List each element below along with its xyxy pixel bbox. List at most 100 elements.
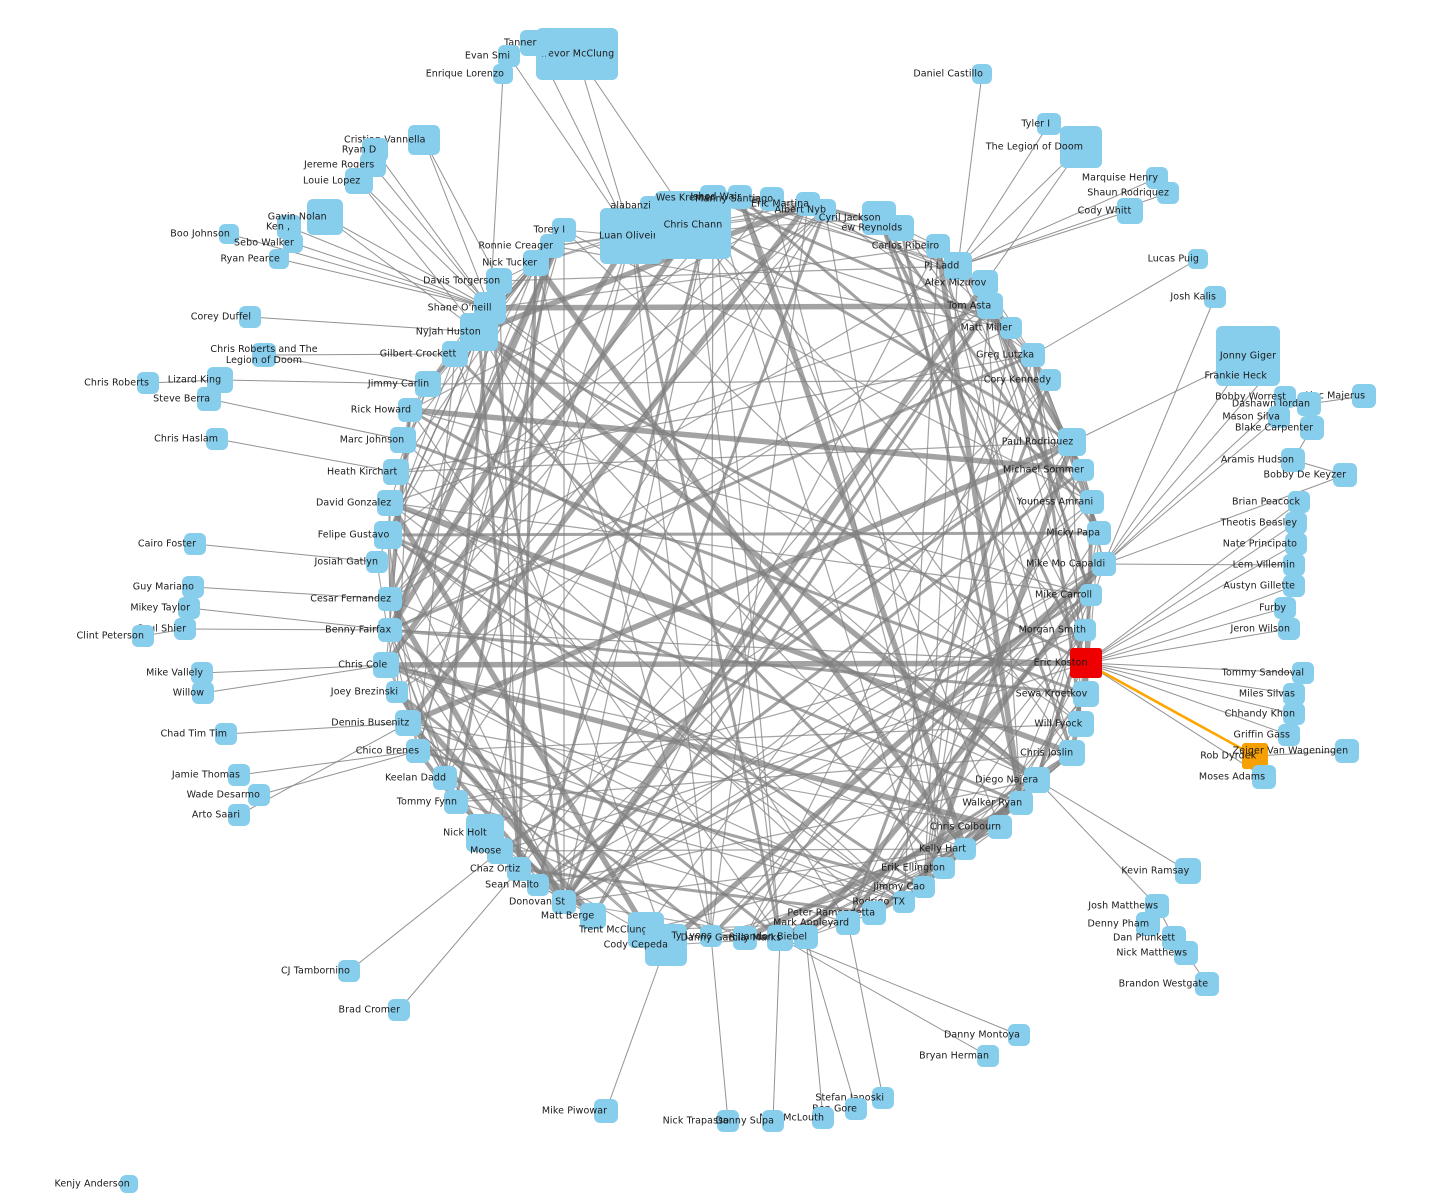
graph-node-keelan-dadd[interactable] bbox=[433, 766, 457, 790]
graph-node-cory-kennedy[interactable] bbox=[1039, 369, 1061, 391]
graph-node-bryan-herman[interactable] bbox=[977, 1045, 999, 1067]
graph-node-david-gonzalez[interactable] bbox=[377, 490, 403, 516]
graph-node-nate-principato[interactable] bbox=[1285, 533, 1307, 555]
graph-node-guy-mariano[interactable] bbox=[182, 576, 204, 598]
graph-node-benny-fairfax[interactable] bbox=[378, 618, 402, 642]
graph-node-gavin-nolan[interactable] bbox=[307, 199, 343, 235]
graph-node-lem-villemin[interactable] bbox=[1283, 554, 1305, 576]
graph-node-nick-matthews[interactable] bbox=[1174, 941, 1198, 965]
graph-node-steve-berra[interactable] bbox=[197, 387, 221, 411]
graph-node-jamie-thomas[interactable] bbox=[228, 764, 250, 786]
graph-node-sewa-kroetkov[interactable] bbox=[1073, 681, 1099, 707]
graph-node-donovan-strain[interactable] bbox=[552, 890, 576, 914]
graph-node-brad-cromer[interactable] bbox=[388, 999, 410, 1021]
graph-node-frankie-heck[interactable] bbox=[1256, 366, 1276, 386]
graph-node-josh-kalis[interactable] bbox=[1204, 286, 1226, 308]
graph-node-denny-pham[interactable] bbox=[1136, 912, 1160, 936]
graph-node-pj-ladd[interactable] bbox=[944, 252, 972, 280]
graph-node-kevin-ramsay[interactable] bbox=[1175, 858, 1201, 884]
graph-node-andrew-reynolds[interactable] bbox=[888, 215, 914, 241]
graph-node-cj-tambornino[interactable] bbox=[338, 960, 360, 982]
graph-node-tommy-fynn[interactable] bbox=[444, 790, 468, 814]
graph-node-manny-santiago[interactable] bbox=[760, 187, 784, 211]
graph-node-cairo-foster[interactable] bbox=[184, 533, 206, 555]
graph-node-legion-of-doom[interactable] bbox=[1060, 126, 1102, 168]
graph-node-peter-ramondetta[interactable] bbox=[862, 901, 886, 925]
graph-node-billy-marks[interactable] bbox=[767, 925, 793, 951]
graph-node-morgan-smith[interactable] bbox=[1074, 619, 1096, 641]
graph-node-youness-amrani[interactable] bbox=[1080, 490, 1104, 514]
graph-node-mike-carroll[interactable] bbox=[1080, 584, 1102, 606]
graph-node-willow[interactable] bbox=[192, 682, 214, 704]
graph-node-micky-papa[interactable] bbox=[1087, 521, 1111, 545]
graph-node-felipe-gustavo[interactable] bbox=[374, 521, 402, 549]
graph-node-clint-peterson[interactable] bbox=[132, 625, 154, 647]
graph-node-enrique-lorenzo[interactable] bbox=[493, 64, 513, 84]
graph-node-rob-dyrdek[interactable] bbox=[1242, 743, 1268, 769]
graph-node-sean-malto[interactable] bbox=[527, 874, 549, 896]
graph-node-wade-desarmo[interactable] bbox=[248, 784, 270, 806]
graph-node-daniel-castillo[interactable] bbox=[972, 64, 992, 84]
graph-node-danny-supa[interactable] bbox=[762, 1110, 784, 1132]
graph-node-evan-smith[interactable] bbox=[498, 45, 520, 67]
graph-node-ishod-wair[interactable] bbox=[728, 185, 752, 209]
graph-node-dennis-busenitz[interactable] bbox=[395, 710, 421, 736]
graph-node-chris-cole[interactable] bbox=[373, 652, 399, 678]
graph-node-chico-brenes[interactable] bbox=[406, 739, 430, 763]
graph-node-mike-vallely[interactable] bbox=[191, 662, 213, 684]
graph-node-mike-mo-capaldi[interactable] bbox=[1092, 552, 1116, 576]
graph-node-furby[interactable] bbox=[1274, 597, 1296, 619]
graph-node-tyler-l[interactable] bbox=[1037, 113, 1061, 135]
graph-node-jimmy-cao[interactable] bbox=[913, 876, 935, 898]
graph-node-austyn-gillette[interactable] bbox=[1283, 575, 1305, 597]
graph-node-ben-gore[interactable] bbox=[845, 1098, 867, 1120]
graph-node-bobby-de-keyzer[interactable] bbox=[1333, 463, 1357, 487]
graph-node-luan-oliveira[interactable] bbox=[600, 208, 662, 264]
graph-node-brandon-biebel[interactable] bbox=[794, 925, 818, 949]
graph-node-aramis-hudson[interactable] bbox=[1281, 448, 1305, 472]
graph-node-blake-carpenter[interactable] bbox=[1300, 416, 1324, 440]
graph-node-shaun-rodriguez[interactable] bbox=[1157, 182, 1179, 204]
graph-node-chris-roberts[interactable] bbox=[137, 372, 159, 394]
graph-node-mason-silva[interactable] bbox=[1268, 406, 1290, 428]
graph-node-chad-tim-tim[interactable] bbox=[215, 723, 237, 745]
graph-node-nick-tucker[interactable] bbox=[523, 250, 549, 276]
graph-node-matt-miller[interactable] bbox=[1000, 317, 1022, 339]
graph-node-mikey-taylor[interactable] bbox=[178, 597, 200, 619]
graph-node-nick-trapasso[interactable] bbox=[717, 1110, 739, 1132]
graph-node-nick-mclouth[interactable] bbox=[812, 1107, 834, 1129]
graph-node-brian-peacock[interactable] bbox=[1288, 491, 1310, 513]
graph-node-walker-ryan[interactable] bbox=[1009, 791, 1033, 815]
graph-node-alabanzi[interactable] bbox=[640, 196, 660, 216]
graph-node-davis-torgerson[interactable] bbox=[486, 268, 512, 294]
graph-node-kenjy-anderson[interactable] bbox=[120, 1175, 138, 1193]
graph-node-albert-nyberg[interactable] bbox=[814, 199, 836, 221]
graph-node-chris-haslam[interactable] bbox=[206, 428, 228, 450]
graph-node-chris-roberts-legion[interactable] bbox=[252, 343, 276, 367]
graph-node-marc-johnson[interactable] bbox=[390, 427, 416, 453]
graph-node-griffin-gass[interactable] bbox=[1278, 724, 1300, 746]
graph-node-ty-lyons[interactable] bbox=[700, 925, 722, 947]
graph-node-alex-mizurov[interactable] bbox=[972, 270, 998, 296]
graph-node-matt-berger[interactable] bbox=[580, 903, 606, 929]
graph-node-alec-majerus[interactable] bbox=[1352, 384, 1376, 408]
graph-node-stefan-janoski[interactable] bbox=[872, 1087, 894, 1109]
graph-node-joey-brezinski[interactable] bbox=[386, 681, 408, 703]
graph-node-erik-ellington[interactable] bbox=[933, 857, 955, 879]
graph-node-cesar-fernandez[interactable] bbox=[378, 587, 402, 611]
graph-node-josiah-gatlyn[interactable] bbox=[366, 551, 388, 573]
graph-node-gilbert-crockett[interactable] bbox=[442, 341, 468, 367]
graph-node-wes-kremer[interactable] bbox=[700, 185, 726, 211]
graph-node-arto-saari[interactable] bbox=[228, 804, 250, 826]
graph-node-bobby-worrest[interactable] bbox=[1274, 386, 1296, 408]
graph-node-mike-piwowar[interactable] bbox=[594, 1099, 618, 1123]
graph-node-boo-johnson[interactable] bbox=[219, 224, 239, 244]
graph-node-zeiger-van-wageningen[interactable] bbox=[1335, 739, 1359, 763]
graph-node-chris-joslin[interactable] bbox=[1059, 740, 1085, 766]
graph-node-eric-koston[interactable] bbox=[1070, 648, 1102, 678]
graph-node-paul-shier[interactable] bbox=[174, 618, 196, 640]
graph-node-rick-howard[interactable] bbox=[398, 398, 422, 422]
graph-node-diego-najera[interactable] bbox=[1024, 767, 1050, 793]
graph-node-kelly-hart[interactable] bbox=[954, 838, 976, 860]
graph-node-lucas-puig[interactable] bbox=[1188, 249, 1208, 269]
